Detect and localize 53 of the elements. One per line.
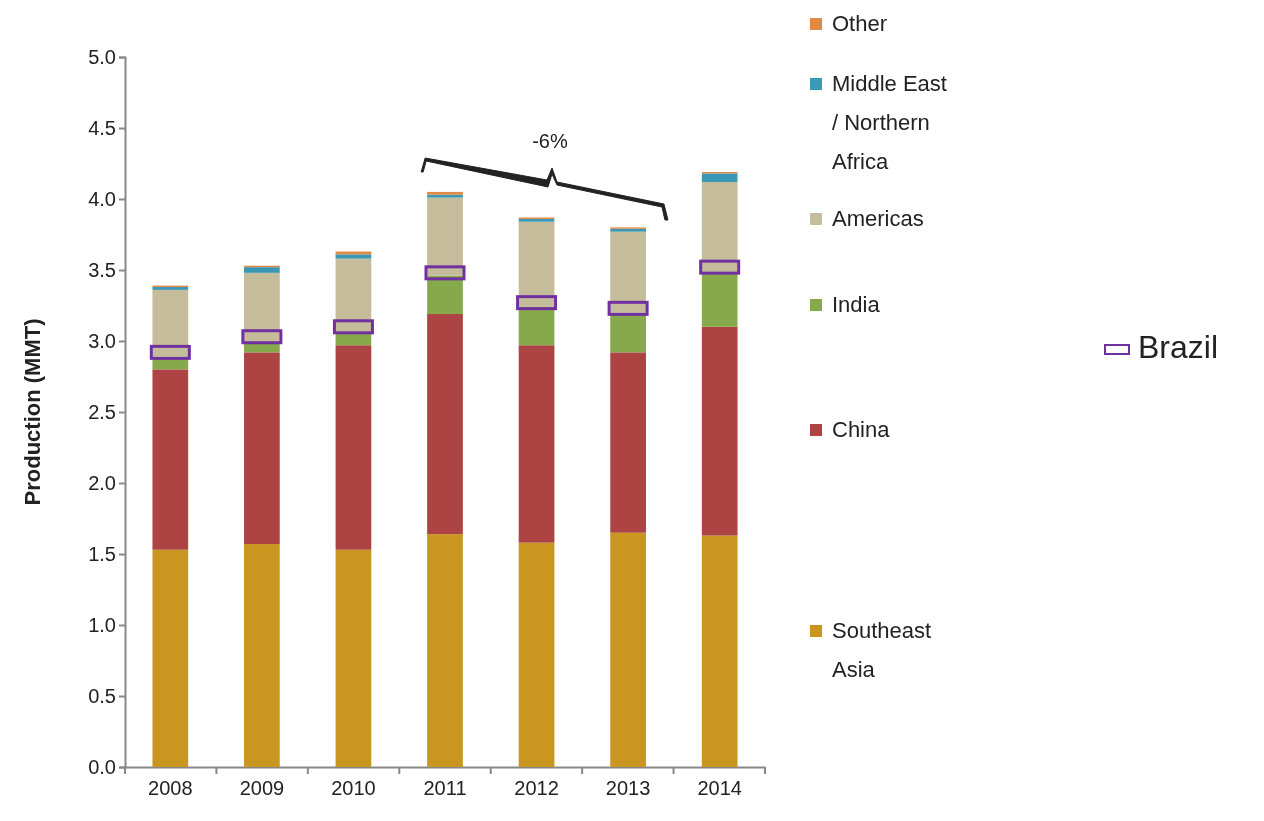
bar (518, 542, 555, 767)
bar (610, 532, 646, 767)
bar (244, 272, 280, 343)
y-tick-label: 0.0 (88, 755, 116, 778)
y-tick-label: 3.0 (88, 329, 116, 352)
bar (701, 535, 738, 767)
legend-label: India (832, 292, 881, 317)
legend-label: Middle East / Northern Africa (832, 71, 947, 174)
bar (152, 549, 189, 767)
bar (518, 345, 555, 543)
bar (701, 181, 738, 273)
bar (427, 197, 463, 276)
x-tick-label: 2013 (605, 777, 651, 800)
bar (701, 173, 738, 182)
x-tick-label: 2014 (697, 777, 742, 800)
x-tick-label: 2008 (148, 777, 193, 800)
bar (427, 275, 463, 315)
y-tick-label: 2.5 (88, 400, 116, 423)
bar (427, 534, 463, 767)
y-tick-label: 0.5 (88, 684, 116, 707)
bar (244, 544, 280, 767)
y-axis-title: Production (MMT) (20, 318, 45, 506)
bar (518, 221, 555, 307)
bar (244, 267, 280, 273)
legend-label: Brazil (1138, 329, 1219, 365)
bar (244, 352, 280, 545)
y-tick-label: 1.5 (88, 542, 116, 565)
bar (152, 369, 189, 550)
bar (610, 231, 646, 313)
bar (427, 314, 463, 535)
bar (335, 254, 372, 259)
y-tick-label: 2.0 (88, 471, 116, 494)
y-tick-label: 1.0 (88, 613, 116, 636)
bar (335, 549, 372, 767)
y-tick-label: 5.0 (88, 45, 116, 68)
x-tick-label: 2009 (239, 777, 285, 800)
bar (335, 345, 372, 550)
x-tick-label: 2010 (331, 777, 376, 800)
x-tick-label: 2012 (514, 777, 559, 800)
y-tick-label: 4.5 (88, 116, 116, 139)
bar (610, 352, 646, 533)
bar (152, 289, 189, 357)
bar (335, 258, 372, 333)
legend-label: China (832, 417, 891, 442)
legend-label: Southeast Asia (832, 618, 932, 682)
x-tick-label: 2011 (423, 777, 467, 800)
bar (701, 272, 738, 327)
legend-label: Other (832, 11, 888, 36)
annotation: -6% (532, 130, 568, 152)
y-tick-label: 3.5 (88, 258, 116, 281)
bar (701, 326, 738, 536)
legend-label: Americas (832, 206, 924, 231)
y-tick-label: 4.0 (88, 187, 116, 210)
